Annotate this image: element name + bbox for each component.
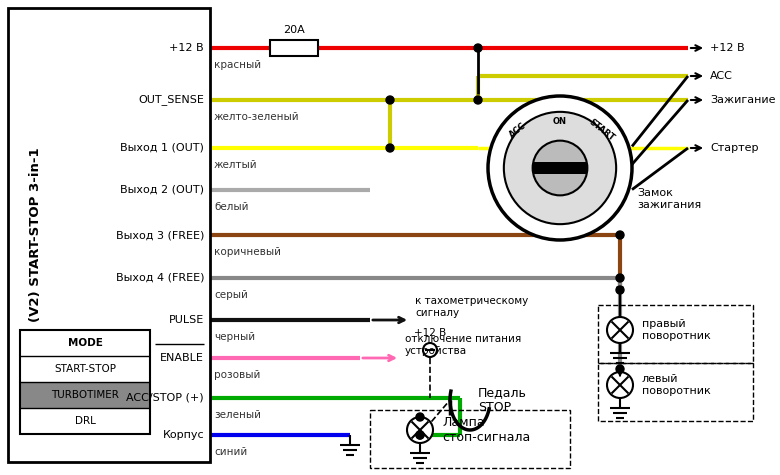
Text: +12 В: +12 В <box>414 328 446 338</box>
Text: +12 В: +12 В <box>169 43 204 53</box>
Text: отключение питания
устройства: отключение питания устройства <box>405 334 521 356</box>
Text: черный: черный <box>214 332 255 342</box>
Text: белый: белый <box>214 202 249 212</box>
Circle shape <box>416 413 424 421</box>
Circle shape <box>616 231 624 239</box>
Text: красный: красный <box>214 60 261 70</box>
Text: желтый: желтый <box>214 160 257 170</box>
Circle shape <box>474 44 482 52</box>
Text: +12 В: +12 В <box>710 43 745 53</box>
Text: (V2) START-STOP 3-in-1: (V2) START-STOP 3-in-1 <box>30 148 42 323</box>
Circle shape <box>488 96 632 240</box>
Text: 20A: 20A <box>283 25 305 35</box>
Bar <box>370 410 570 468</box>
Bar <box>8 8 210 462</box>
Text: TURBOTIMER: TURBOTIMER <box>51 390 119 400</box>
Circle shape <box>416 431 424 439</box>
Text: правый
поворотник: правый поворотник <box>642 319 711 341</box>
Circle shape <box>423 343 437 357</box>
Bar <box>20 382 150 408</box>
Bar <box>20 330 150 434</box>
Bar <box>598 305 753 363</box>
Text: ACC: ACC <box>508 121 528 140</box>
Text: серый: серый <box>214 290 248 300</box>
Circle shape <box>616 365 624 373</box>
Circle shape <box>616 274 624 282</box>
Circle shape <box>386 144 394 152</box>
Text: ENABLE: ENABLE <box>160 353 204 363</box>
Bar <box>598 363 753 421</box>
Bar <box>533 162 587 174</box>
Text: Лампа
стоп-сигнала: Лампа стоп-сигнала <box>442 416 530 444</box>
Text: MODE: MODE <box>68 338 102 348</box>
Text: Выход 2 (OUT): Выход 2 (OUT) <box>120 185 204 195</box>
Text: левый
поворотник: левый поворотник <box>642 374 711 396</box>
Text: ON: ON <box>553 117 567 126</box>
Text: синий: синий <box>214 447 247 457</box>
Text: Зажигание: Зажигание <box>710 95 775 105</box>
Circle shape <box>607 317 633 343</box>
Circle shape <box>607 372 633 398</box>
Text: Корпус: Корпус <box>162 430 204 440</box>
Circle shape <box>407 417 433 443</box>
Text: к тахометрическому
сигналу: к тахометрическому сигналу <box>415 296 528 318</box>
Text: зеленый: зеленый <box>214 410 261 420</box>
Text: Стартер: Стартер <box>710 143 758 153</box>
Circle shape <box>533 141 587 195</box>
Text: коричневый: коричневый <box>214 247 281 257</box>
Circle shape <box>416 431 424 439</box>
Bar <box>270 40 318 56</box>
Text: OUT_SENSE: OUT_SENSE <box>138 95 204 105</box>
Text: Замок
зажигания: Замок зажигания <box>637 188 701 209</box>
Text: Выход 1 (OUT): Выход 1 (OUT) <box>120 143 204 153</box>
Text: желто-зеленый: желто-зеленый <box>214 112 300 122</box>
Circle shape <box>474 96 482 104</box>
Text: START-STOP: START-STOP <box>54 364 116 374</box>
Text: Выход 4 (FREE): Выход 4 (FREE) <box>115 273 204 283</box>
Circle shape <box>504 112 616 224</box>
Text: START: START <box>587 118 616 143</box>
Text: PULSE: PULSE <box>168 315 204 325</box>
Text: Выход 3 (FREE): Выход 3 (FREE) <box>115 230 204 240</box>
Text: розовый: розовый <box>214 370 261 380</box>
Text: ACC: ACC <box>710 71 733 81</box>
Text: DRL: DRL <box>75 416 95 426</box>
Text: Педаль
STOP: Педаль STOP <box>478 386 526 414</box>
Text: ACC/STOP (+): ACC/STOP (+) <box>126 393 204 403</box>
Circle shape <box>616 286 624 294</box>
Circle shape <box>386 96 394 104</box>
